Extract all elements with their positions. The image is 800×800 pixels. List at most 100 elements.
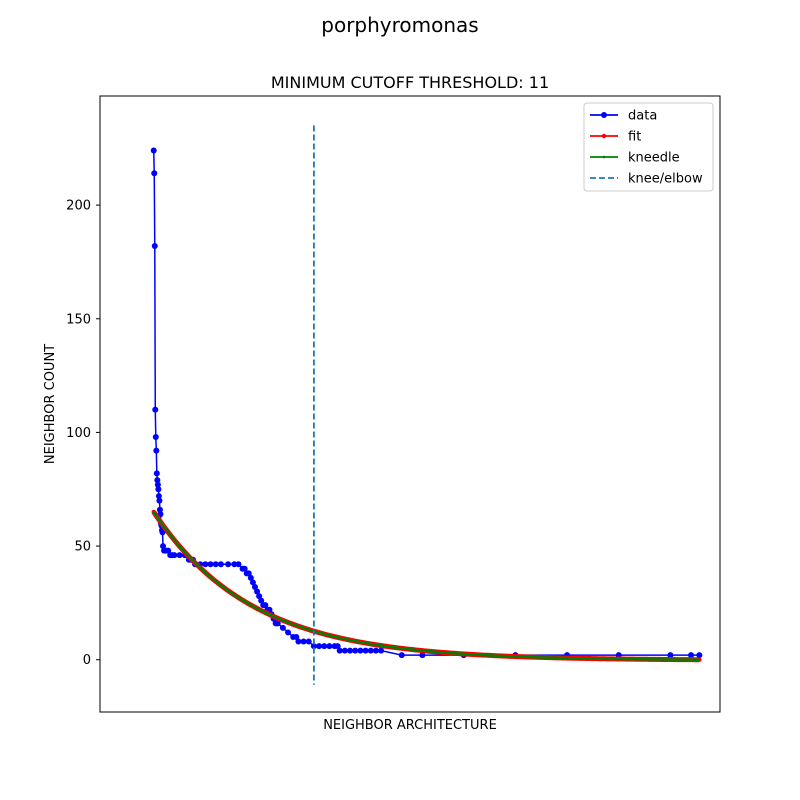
kneedle-series-line <box>152 511 700 661</box>
data-point <box>336 647 343 654</box>
kneedle-point <box>687 658 691 661</box>
data-point <box>696 652 703 659</box>
data-point <box>249 579 256 586</box>
data-point <box>334 643 341 650</box>
kneedle-point <box>379 644 382 647</box>
kneedle-point <box>253 605 256 609</box>
kneedle-point <box>385 645 388 648</box>
data-point <box>667 652 674 659</box>
kneedle-point <box>536 656 540 659</box>
legend-label: kneedle <box>628 151 680 166</box>
data-point <box>252 583 258 590</box>
kneedle-point <box>303 627 307 630</box>
kneedle-point <box>335 635 338 639</box>
data-point <box>156 506 163 513</box>
kneedle-point <box>416 648 420 652</box>
legend-swatch-marker <box>601 133 607 139</box>
kneedle-point <box>366 642 370 645</box>
data-point <box>274 620 281 627</box>
kneedle-point <box>523 655 527 659</box>
data-point <box>357 647 364 654</box>
kneedle-point <box>460 652 464 656</box>
data-point <box>372 647 379 654</box>
chart-suptitle: porphyromonas <box>321 13 478 37</box>
data-point <box>300 638 307 645</box>
kneedle-point <box>391 645 395 649</box>
data-point <box>160 543 167 550</box>
kneedle-point <box>674 658 678 661</box>
legend-item-knee: knee/elbow <box>590 172 703 187</box>
legend-swatch-marker <box>601 112 607 118</box>
legend: data fit kneedle knee/elbow <box>583 102 714 192</box>
data-point <box>202 561 209 568</box>
data-point <box>310 643 317 650</box>
y-axis-label: NEIGHBOR COUNT <box>43 344 58 464</box>
kneedle-point <box>397 646 401 650</box>
kneedle-point <box>580 657 584 660</box>
kneedle-point <box>662 658 665 661</box>
data-point <box>171 552 178 559</box>
kneedle-point <box>165 528 168 532</box>
kneedle-point <box>442 651 445 654</box>
kneedle-point <box>265 612 269 615</box>
y-axis: 0 50 100 150 200 <box>66 199 100 668</box>
data-point <box>155 486 162 493</box>
data-point <box>258 597 265 604</box>
kneedle-point <box>360 641 363 644</box>
kneedle-point <box>297 624 300 628</box>
data-point <box>285 629 292 636</box>
data-point <box>231 561 238 568</box>
data-point <box>326 643 333 650</box>
kneedle-point <box>492 654 495 657</box>
kneedle-point <box>599 657 603 661</box>
kneedle-point <box>429 650 433 653</box>
kneedle-point <box>202 570 206 573</box>
kneedle-point <box>372 643 376 646</box>
kneedle-point <box>574 656 577 660</box>
kneedle-point <box>668 658 672 661</box>
kneedle-point <box>549 656 552 659</box>
legend-swatch-marker <box>602 155 606 159</box>
kneedle-point <box>479 653 483 657</box>
legend-item-kneedle: kneedle <box>590 151 680 166</box>
data-point <box>293 633 300 640</box>
data-point <box>152 406 159 413</box>
data-point <box>156 497 163 504</box>
kneedle-point <box>618 657 621 661</box>
kneedle-point <box>486 654 489 657</box>
data-point <box>154 481 161 488</box>
kneedle-point <box>637 657 640 661</box>
data-point <box>247 574 254 581</box>
data-point <box>154 477 161 484</box>
legend-item-data: data <box>590 109 657 124</box>
legend-label: data <box>628 109 657 124</box>
data-point <box>207 561 214 568</box>
kneedle-point <box>448 651 451 655</box>
kneedle-point <box>624 657 628 661</box>
data-point <box>321 643 328 650</box>
kneedle-point <box>328 634 332 637</box>
kneedle-point <box>190 557 193 561</box>
data-point <box>225 561 232 568</box>
chart-title: MINIMUM CUTOFF THRESHOLD: 11 <box>271 73 549 92</box>
kneedle-point <box>693 658 697 661</box>
data-point <box>151 243 158 250</box>
kneedle-point <box>347 638 351 642</box>
data-point <box>305 638 312 645</box>
kneedle-point <box>498 654 502 658</box>
kneedle-point <box>530 655 533 659</box>
kneedle-point <box>454 652 458 655</box>
kneedle-point <box>435 650 439 654</box>
data-point <box>152 433 159 440</box>
kneedle-point <box>341 637 344 640</box>
kneedle-point <box>542 656 546 659</box>
data-point <box>153 470 160 477</box>
kneedle-point <box>404 647 407 651</box>
kneedle-point <box>504 654 508 658</box>
data-point <box>279 624 286 631</box>
data-point <box>245 570 252 577</box>
kneedle-point <box>656 658 659 661</box>
data-point <box>256 593 263 600</box>
kneedle-point <box>227 590 231 593</box>
